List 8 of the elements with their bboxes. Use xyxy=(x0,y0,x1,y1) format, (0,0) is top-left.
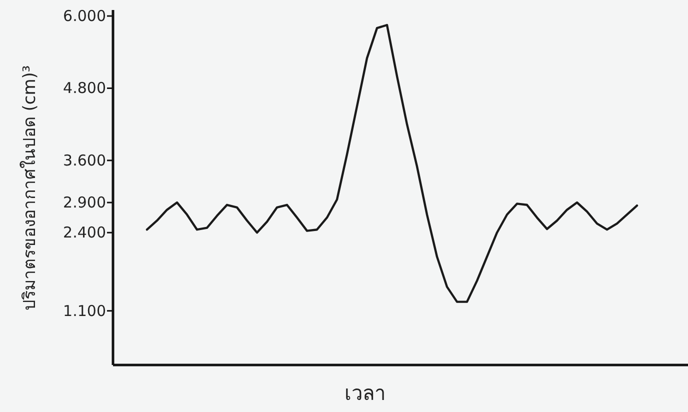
y-tick-label: 1.100 xyxy=(63,302,106,320)
y-tick-label: 4.800 xyxy=(63,79,106,98)
y-axis-title: ปริมาตรของอากาศในปอด (cm)³ xyxy=(19,65,40,311)
y-tick-label: 3.600 xyxy=(63,151,106,170)
y-tick-label: 6.000 xyxy=(63,7,106,26)
y-tick-label: 2.900 xyxy=(63,194,106,212)
x-axis-title: เวลา xyxy=(344,381,386,405)
y-tick-label: 2.400 xyxy=(63,224,106,242)
